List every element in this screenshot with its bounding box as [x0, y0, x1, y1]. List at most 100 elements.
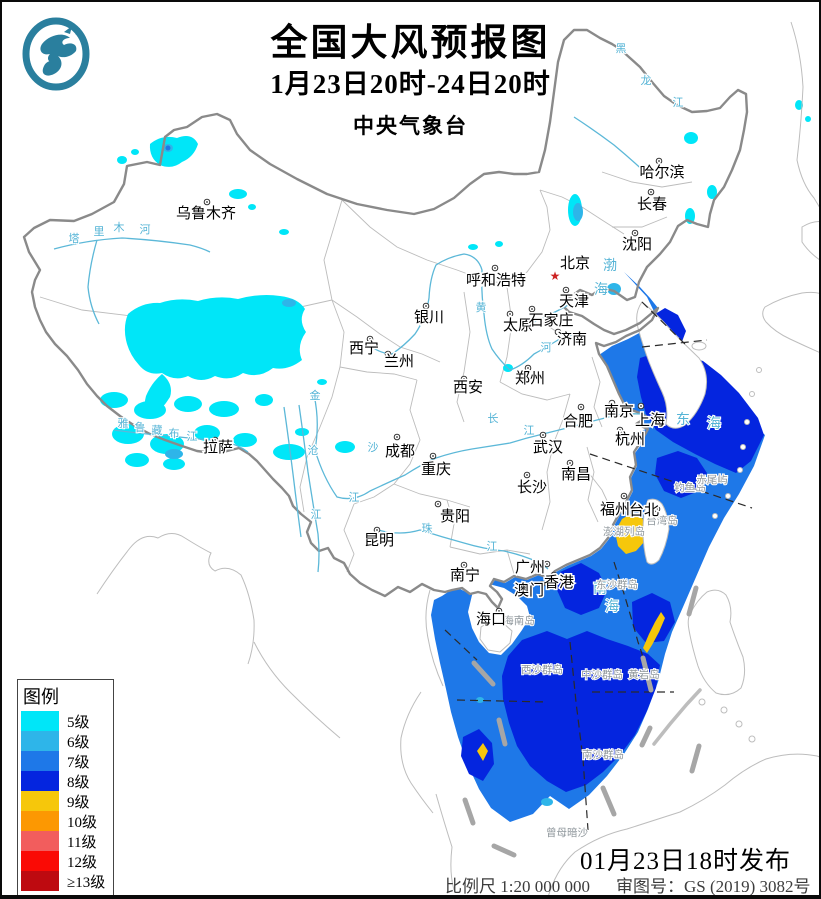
nine-dash-segment [471, 660, 496, 687]
wind-area-level6 [541, 798, 553, 806]
philippine-islet [720, 706, 728, 714]
legend-label: 7级 [67, 754, 90, 771]
city-marker-dot [565, 289, 567, 291]
wind-area-level5 [317, 379, 327, 385]
island-label: 曾母暗沙 [546, 826, 588, 839]
province-border [331, 299, 441, 363]
legend-label: 8级 [67, 774, 90, 791]
nine-dash-segment [496, 717, 508, 747]
city-marker-dot [206, 201, 208, 203]
city-marker-dot [640, 405, 642, 407]
city-marker-dot [541, 583, 543, 585]
wind-area-level5 [125, 453, 149, 467]
province-border [586, 446, 599, 523]
river-label-char: 江 [349, 491, 360, 504]
wind-area-level6 [619, 435, 629, 443]
river-label-char: 鲁 [135, 420, 146, 434]
sea-label-char: 海 [605, 599, 619, 615]
ryukyu-islet [712, 513, 718, 519]
city-marker-dot [509, 313, 511, 315]
river-label-char: 沧 [308, 443, 319, 457]
nine-dash-segment [689, 743, 702, 774]
river-label-char: 木 [114, 221, 125, 234]
china-boundary [22, 28, 749, 610]
city-label: 呼和浩特 [466, 272, 526, 289]
city-label: 南京 [604, 403, 634, 420]
wind-area-level5 [150, 434, 184, 454]
city-label: 海口 [476, 611, 506, 628]
city-label: 杭州 [615, 431, 645, 448]
taiwan-island [642, 498, 670, 565]
legend-swatch [21, 831, 59, 851]
maritime-dashed-line [589, 453, 753, 509]
legend-item: 10级 [21, 811, 113, 831]
legend-swatch [21, 751, 59, 771]
sea-label-char: 东 [676, 412, 690, 428]
ryukyu-islet [740, 444, 746, 450]
page-title: 全国大风预报图 [270, 23, 551, 64]
wind-area-level5 [233, 433, 257, 447]
city-marker-dot [569, 462, 571, 464]
wind-area-level8 [655, 451, 707, 498]
city-label: 重庆 [421, 461, 451, 478]
river-label-char: 藏 [152, 424, 163, 437]
city-label: 沈阳 [622, 236, 652, 253]
city-marker-dot [553, 574, 555, 576]
legend-label: ≥13级 [67, 874, 106, 891]
nine-dash-segment [462, 797, 476, 826]
sea-label-char: 海 [707, 416, 721, 432]
island-label: 西沙群岛 [521, 663, 563, 676]
ryukyu-islet [749, 391, 755, 397]
wind-area-level8 [461, 729, 494, 781]
city-label: 兰州 [384, 353, 414, 370]
city-label: 西宁 [349, 340, 379, 357]
sea-label-char: 海 [594, 282, 608, 298]
city-label: 太原 [503, 317, 533, 334]
city-marker-dot [376, 529, 378, 531]
city-marker-dot [494, 267, 496, 269]
ryukyu-islet [744, 419, 750, 425]
issue-time: 01月23日18时发布 [579, 848, 791, 875]
legend-title: 图例 [23, 687, 59, 707]
wind-area-level5 [335, 441, 355, 453]
legend-items: 5级 6级 7级 8级 9级 10级 11级 12级 ≥13级 [21, 711, 113, 891]
wind-area-level5 [163, 458, 185, 470]
wind-area-level6 [165, 449, 183, 459]
dragon-glyph [40, 34, 77, 76]
river-label-char: 龙 [641, 74, 652, 87]
sakhalin-outline [790, 21, 819, 208]
city-marker-dot [463, 378, 465, 380]
legend-swatch [21, 771, 59, 791]
nine-dash-segment [600, 785, 617, 817]
wind-area-level5 [100, 392, 128, 408]
bay-of-bengal-coast [96, 533, 255, 665]
city-label: 上海 [635, 412, 665, 429]
maritime-dashed-line [444, 629, 478, 661]
wind-area-level5 [279, 229, 289, 235]
wind-area-level5 [684, 132, 698, 144]
city-marker-dot [531, 308, 533, 310]
nine-dash-segment [639, 725, 653, 748]
city-label: 天津 [559, 293, 589, 310]
legend-item: 12级 [21, 851, 113, 871]
palawan-island [652, 688, 702, 746]
nine-dash-segment [640, 655, 654, 693]
wind-area-level5 [255, 394, 273, 406]
city-label: 乌鲁木齐 [176, 205, 236, 222]
river-label-char: 布 [169, 427, 180, 440]
island-label: 东沙群岛 [596, 578, 638, 591]
legend-swatch [21, 731, 59, 751]
province-border [353, 379, 421, 505]
legend-label: 9级 [67, 794, 90, 811]
city-label: 广州 [515, 559, 545, 576]
province-border [393, 483, 471, 508]
river-label-char: 河 [541, 341, 552, 354]
legend-label: 6级 [67, 734, 90, 751]
river-line [283, 406, 302, 538]
hokkaido-corner [801, 221, 819, 260]
indochina-coast [253, 641, 341, 739]
wind-area-level8 [557, 563, 607, 615]
wind-area-level5 [209, 401, 239, 417]
legend-label: 10级 [67, 814, 98, 831]
